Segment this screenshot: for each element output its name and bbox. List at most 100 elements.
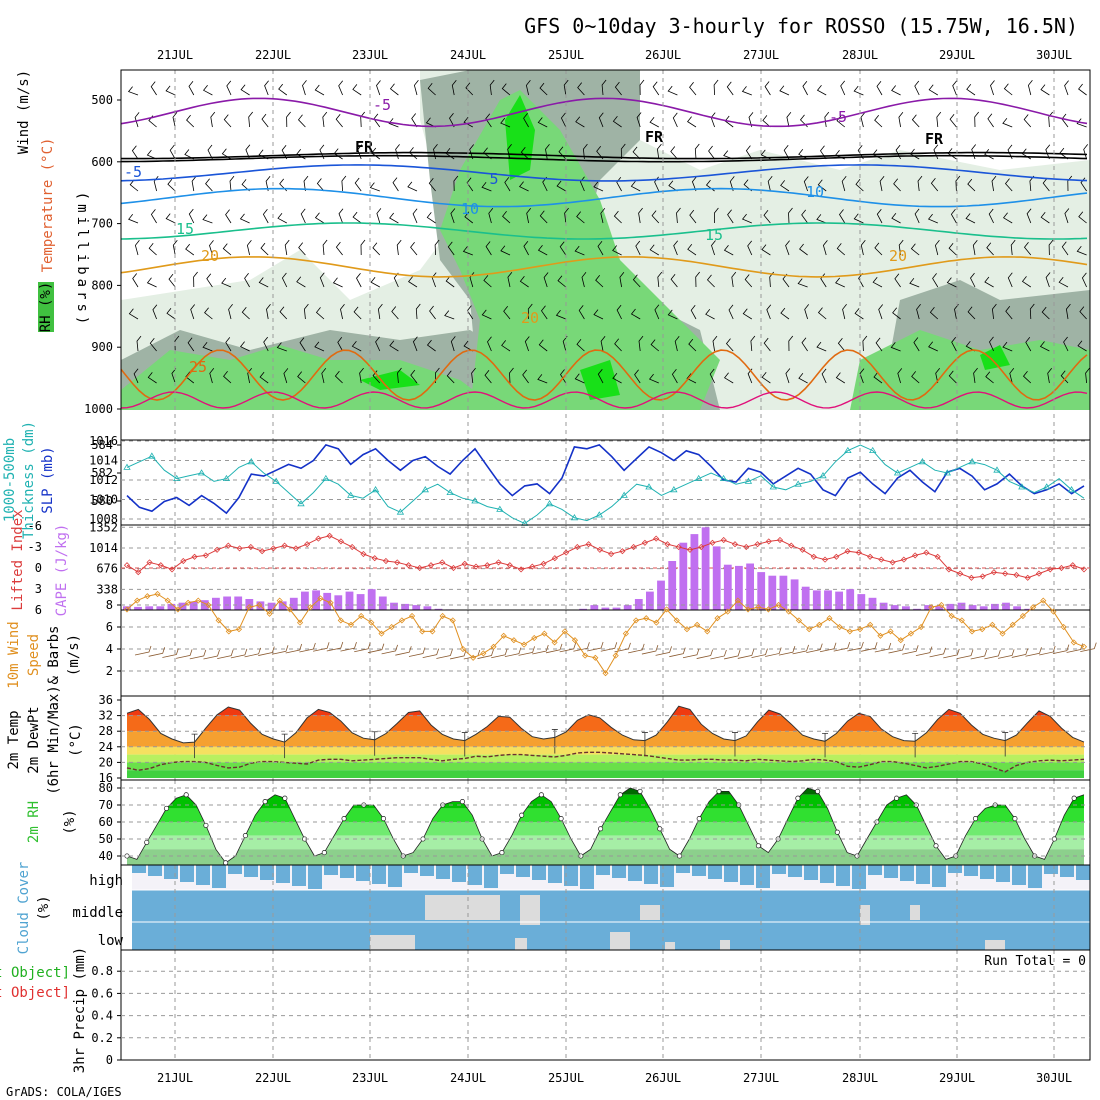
wind10-speed-point bbox=[958, 617, 965, 624]
axis-label-rh2m: 2m RH bbox=[26, 801, 42, 843]
wind-barb bbox=[258, 277, 269, 288]
wind-barb bbox=[1076, 118, 1087, 128]
wind-barb bbox=[190, 304, 196, 320]
wind10-speed-point bbox=[154, 590, 161, 598]
wind10-speed-point bbox=[307, 604, 314, 611]
lifted-index-point bbox=[990, 569, 997, 576]
wind-barb bbox=[593, 181, 604, 192]
cloud-high-block bbox=[692, 865, 706, 876]
lifted-index-point bbox=[529, 563, 536, 570]
wind-barb bbox=[246, 240, 252, 256]
rh-point bbox=[420, 836, 426, 842]
wind-barb bbox=[1040, 84, 1050, 96]
wind-barb bbox=[202, 342, 213, 352]
wind10-barb bbox=[778, 646, 796, 656]
temp-minmax-bar bbox=[641, 732, 648, 757]
wind-barb bbox=[369, 182, 380, 192]
cape-bar bbox=[768, 575, 777, 610]
rh-shade-bright bbox=[580, 360, 620, 400]
wind10-barb bbox=[641, 644, 659, 655]
wind-barb bbox=[427, 83, 436, 96]
wind-barb bbox=[1041, 306, 1050, 320]
cloud-low-gap bbox=[720, 940, 730, 950]
lifted-index-point bbox=[326, 532, 333, 539]
wind10-barb bbox=[395, 646, 412, 656]
y-tick-label: 700 bbox=[91, 217, 113, 231]
wind-barb bbox=[654, 176, 660, 192]
wind-barb bbox=[948, 242, 957, 256]
wind10-speed-point bbox=[470, 654, 477, 661]
wind-barb bbox=[281, 144, 288, 160]
lifted-index-point bbox=[833, 553, 840, 560]
wind10-speed-point bbox=[246, 604, 253, 611]
thickness-point bbox=[595, 511, 603, 518]
wind-barb bbox=[167, 178, 176, 192]
thickness-point bbox=[148, 452, 156, 459]
wind10-speed-point bbox=[185, 599, 192, 606]
temp-minmax-bar bbox=[731, 732, 738, 757]
wind10-barb bbox=[765, 647, 782, 657]
wind10-speed-point bbox=[928, 604, 935, 611]
cape-bar bbox=[991, 603, 999, 610]
thickness-point bbox=[794, 480, 802, 487]
wind10-barb bbox=[450, 649, 467, 660]
cloud-middle-gap bbox=[425, 895, 500, 920]
rh-point bbox=[262, 799, 268, 805]
thickness-point bbox=[471, 497, 479, 504]
lifted-index-point bbox=[574, 543, 581, 551]
cape-bar bbox=[801, 586, 810, 610]
wind10-barb bbox=[915, 646, 933, 656]
date-label-top: 22JUL bbox=[255, 48, 291, 62]
wind-barb bbox=[835, 277, 845, 288]
wind-barb bbox=[337, 337, 343, 352]
wind10-barb bbox=[1025, 647, 1042, 657]
wind10-speed-point bbox=[1040, 597, 1047, 604]
axis-label-cloud-units: (%) bbox=[36, 895, 52, 920]
date-label-top: 27JUL bbox=[743, 48, 779, 62]
wind-barb bbox=[650, 339, 660, 352]
wind-barb bbox=[951, 336, 957, 352]
wind10-barb bbox=[217, 649, 234, 660]
cloud-high-block bbox=[772, 865, 786, 874]
wind10-barb bbox=[682, 648, 700, 659]
thickness-point bbox=[769, 483, 777, 490]
wind10-speed-point bbox=[408, 612, 416, 620]
cloud-high-block bbox=[932, 865, 946, 887]
cape-bar bbox=[167, 603, 176, 610]
wind-barb bbox=[147, 372, 157, 384]
wind-barb bbox=[538, 339, 548, 352]
temp-minmax-bar bbox=[281, 733, 288, 759]
wind-barb bbox=[632, 146, 641, 160]
wind-barb bbox=[799, 243, 808, 256]
wind10-speed-point bbox=[134, 597, 141, 604]
wind10-speed-point bbox=[531, 634, 538, 642]
lifted-index-point bbox=[1047, 566, 1054, 573]
wind-barb bbox=[555, 310, 566, 320]
lifted-index-point bbox=[630, 543, 637, 551]
wind10-speed-point bbox=[449, 617, 456, 624]
rh-band bbox=[127, 835, 1084, 850]
wind-barb bbox=[527, 303, 533, 320]
lifted-index-point bbox=[776, 536, 784, 544]
y-tick-label: 800 bbox=[91, 278, 113, 292]
thickness-point bbox=[869, 446, 877, 453]
wind-barb bbox=[1045, 272, 1051, 288]
wind-barb bbox=[322, 239, 328, 256]
wind-barb bbox=[225, 337, 232, 352]
axis-label-slp: SLP (mb) bbox=[40, 446, 56, 513]
wind-barb bbox=[1026, 208, 1032, 224]
wind10-speed-point bbox=[643, 615, 650, 622]
wind-barb bbox=[1007, 272, 1013, 288]
lifted-index-point bbox=[225, 542, 232, 549]
wind-barb bbox=[576, 339, 585, 352]
wind10-speed-point bbox=[734, 597, 741, 604]
cloud-high-block bbox=[660, 865, 674, 887]
wind10-barb bbox=[696, 649, 714, 659]
wind-barb bbox=[728, 304, 734, 320]
wind-barb bbox=[620, 143, 626, 160]
thickness-point bbox=[173, 474, 181, 481]
wind-barb bbox=[788, 207, 793, 224]
cape-bar bbox=[1013, 606, 1021, 610]
contour-label: 25 bbox=[189, 358, 207, 376]
wind10-speed-point bbox=[673, 617, 680, 624]
